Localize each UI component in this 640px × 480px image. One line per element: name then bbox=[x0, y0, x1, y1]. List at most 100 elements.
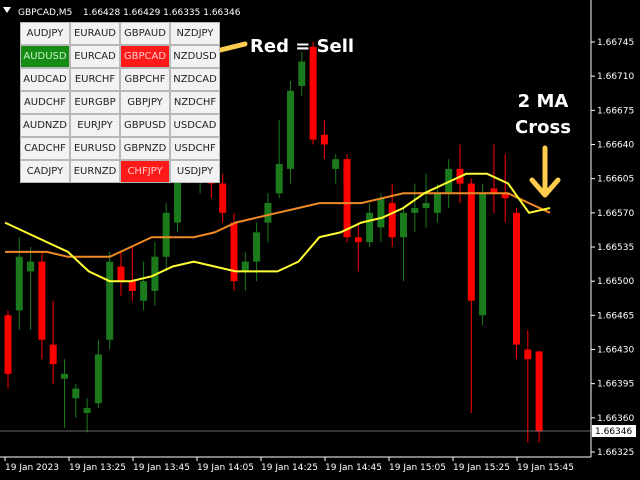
candle-body bbox=[264, 203, 272, 223]
time-tick-label: 19 Jan 14:45 bbox=[325, 463, 382, 473]
pair-button-gbpcad[interactable]: GBPCAD bbox=[120, 45, 170, 68]
cross-annotation-line1: 2 MA bbox=[518, 91, 569, 112]
pair-button-audusd[interactable]: AUDUSD bbox=[20, 45, 70, 68]
candle-body bbox=[524, 349, 532, 360]
candle-body bbox=[388, 203, 396, 238]
candle-body bbox=[27, 261, 35, 272]
candle-body bbox=[411, 207, 419, 213]
candle-body bbox=[15, 256, 23, 311]
pair-button-euraud[interactable]: EURAUD bbox=[70, 22, 120, 45]
price-tick-label: 1.66535 bbox=[597, 243, 634, 253]
pair-button-usdchf[interactable]: USDCHF bbox=[170, 137, 220, 160]
pair-button-chfjpy[interactable]: CHFJPY bbox=[120, 160, 170, 183]
pair-button-nzdchf[interactable]: NZDCHF bbox=[170, 91, 220, 114]
candle-body bbox=[366, 212, 374, 243]
chart-menu-triangle-icon[interactable] bbox=[3, 7, 11, 13]
candle-body bbox=[219, 183, 227, 213]
pair-button-eurjpy[interactable]: EURJPY bbox=[70, 114, 120, 137]
candle-body bbox=[61, 373, 68, 379]
price-tick-label: 1.66675 bbox=[597, 106, 634, 116]
pair-button-audnzd[interactable]: AUDNZD bbox=[20, 114, 70, 137]
time-tick-label: 19 Jan 2023 bbox=[5, 463, 59, 473]
candle-body bbox=[343, 159, 351, 238]
price-tick-label: 1.66570 bbox=[597, 209, 634, 219]
price-tick-label: 1.66465 bbox=[597, 311, 634, 321]
ma-fast-line bbox=[4, 172, 551, 283]
candle-body bbox=[230, 222, 238, 282]
currency-pair-grid: AUDJPY EURAUD GBPAUD NZDJPY AUDUSD EURCAD GBPC… bbox=[20, 22, 220, 183]
pair-button-cadjpy[interactable]: CADJPY bbox=[20, 160, 70, 183]
pair-button-audcad[interactable]: AUDCAD bbox=[20, 68, 70, 91]
pair-button-usdcad[interactable]: USDCAD bbox=[170, 114, 220, 137]
pair-button-eurcad[interactable]: EURCAD bbox=[70, 45, 120, 68]
candles-layer bbox=[4, 42, 543, 443]
pair-button-nzdjpy[interactable]: NZDJPY bbox=[170, 22, 220, 45]
candle-body bbox=[128, 281, 136, 291]
pair-button-eurusd[interactable]: EURUSD bbox=[70, 137, 120, 160]
price-tick-label: 1.66605 bbox=[597, 175, 634, 185]
time-tick-label: 19 Jan 14:25 bbox=[261, 463, 318, 473]
candle-body bbox=[106, 261, 114, 340]
pair-button-audjpy[interactable]: AUDJPY bbox=[20, 22, 70, 45]
candle-body bbox=[332, 159, 340, 169]
pair-button-eurgbp[interactable]: EURGBP bbox=[70, 91, 120, 114]
pair-button-gbpusd[interactable]: GBPUSD bbox=[120, 114, 170, 137]
price-tick-label: 1.66325 bbox=[597, 448, 634, 458]
pair-button-gbpjpy[interactable]: GBPJPY bbox=[120, 91, 170, 114]
price-axis: 1.66745 1.66710 1.66675 1.66640 1.66605 1.665… bbox=[591, 38, 634, 458]
symbol-label: GBPCAD,M5 bbox=[18, 8, 72, 18]
candle-body bbox=[287, 90, 294, 169]
pair-button-eurnzd[interactable]: EURNZD bbox=[70, 160, 120, 183]
pair-button-gbpaud[interactable]: GBPAUD bbox=[120, 22, 170, 45]
candle-body bbox=[72, 388, 80, 399]
candle-body bbox=[400, 212, 407, 238]
price-tick-label: 1.66640 bbox=[597, 141, 634, 151]
candle-body bbox=[433, 193, 441, 213]
candle-body bbox=[275, 164, 283, 194]
candle-body bbox=[38, 261, 46, 340]
candle-body bbox=[94, 354, 102, 404]
candle-body bbox=[117, 266, 125, 282]
price-tick-label: 1.66430 bbox=[597, 346, 634, 356]
candle-body bbox=[479, 193, 487, 316]
price-tick-label: 1.66500 bbox=[597, 277, 634, 287]
pair-button-usdjpy[interactable]: USDJPY bbox=[170, 160, 220, 183]
candle-body bbox=[253, 232, 261, 262]
time-tick-label: 19 Jan 13:45 bbox=[133, 463, 190, 473]
candle-body bbox=[4, 315, 12, 374]
pair-button-nzdcad[interactable]: NZDCAD bbox=[170, 68, 220, 91]
moving-averages-layer bbox=[4, 172, 551, 283]
candle-body bbox=[501, 193, 509, 199]
pair-button-gbpchf[interactable]: GBPCHF bbox=[120, 68, 170, 91]
price-tick-label: 1.66395 bbox=[597, 380, 634, 390]
candle-body bbox=[174, 144, 181, 223]
price-tick-label: 1.66360 bbox=[597, 414, 634, 424]
time-axis: 19 Jan 2023 19 Jan 13:25 19 Jan 13:45 19 Ja… bbox=[4, 457, 574, 473]
pair-button-audchf[interactable]: AUDCHF bbox=[20, 91, 70, 114]
sell-annotation: Red = Sell bbox=[250, 36, 354, 57]
candle-body bbox=[298, 61, 306, 86]
candle-body bbox=[467, 183, 475, 301]
pair-button-eurchf[interactable]: EURCHF bbox=[70, 68, 120, 91]
candle-body bbox=[140, 281, 148, 301]
candle-body bbox=[354, 237, 362, 243]
time-tick-label: 19 Jan 13:25 bbox=[69, 463, 126, 473]
pair-button-gbpnzd[interactable]: GBPNZD bbox=[120, 137, 170, 160]
down-arrow-icon bbox=[529, 145, 561, 198]
current-price-label: 1.66346 bbox=[595, 427, 632, 437]
candle-body bbox=[422, 203, 430, 208]
candle-body bbox=[309, 46, 317, 140]
pair-button-cadchf[interactable]: CADCHF bbox=[20, 137, 70, 160]
ohlc-readout: 1.66428 1.66429 1.66335 1.66346 bbox=[83, 8, 241, 18]
candle-body bbox=[377, 198, 385, 228]
time-tick-label: 19 Jan 15:25 bbox=[453, 463, 510, 473]
time-tick-label: 19 Jan 15:05 bbox=[389, 463, 446, 473]
candle-body bbox=[83, 408, 91, 413]
current-price-box bbox=[592, 425, 636, 437]
cross-annotation-line2: Cross bbox=[515, 117, 571, 138]
price-tick-label: 1.66745 bbox=[597, 38, 634, 48]
ma-slow-line bbox=[5, 192, 551, 258]
candle-body bbox=[241, 261, 249, 272]
pair-button-nzdusd[interactable]: NZDUSD bbox=[170, 45, 220, 68]
